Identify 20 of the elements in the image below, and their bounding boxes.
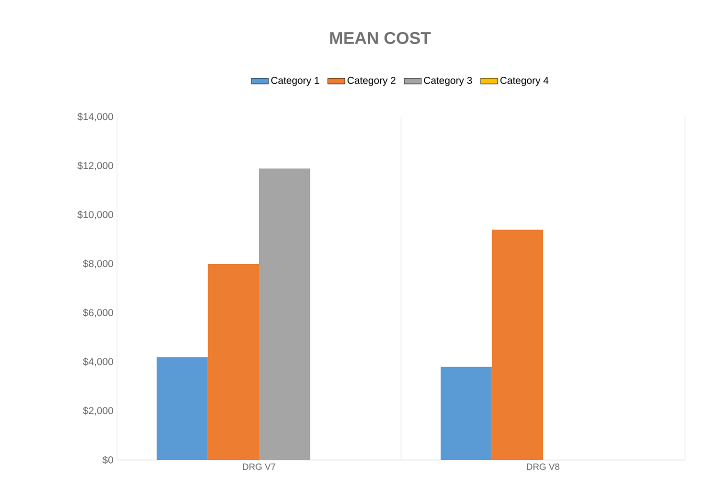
bar: [208, 264, 260, 460]
x-tick-label: DRG V7: [242, 464, 276, 470]
bar: [492, 230, 544, 460]
bar: [259, 168, 310, 460]
legend-label: Category 4: [500, 76, 548, 86]
chart-title: MEAN COST: [330, 32, 431, 44]
legend-label: Category 2: [348, 76, 396, 86]
y-tick-label: $4,000: [82, 358, 114, 366]
y-tick-label: $0: [102, 456, 114, 464]
y-tick-label: $12,000: [77, 162, 114, 170]
y-tick-label: $14,000: [77, 112, 114, 122]
x-tick-label: DRG V8: [526, 464, 560, 470]
y-tick-label: $6,000: [82, 308, 114, 318]
bar: [440, 366, 492, 460]
y-tick-label: $2,000: [82, 406, 114, 416]
y-tick-label: $10,000: [77, 210, 114, 220]
y-tick-label: $8,000: [82, 260, 114, 268]
legend-label: Category 3: [424, 76, 472, 86]
legend-label: Category 1: [271, 76, 320, 86]
bar: [156, 357, 208, 460]
